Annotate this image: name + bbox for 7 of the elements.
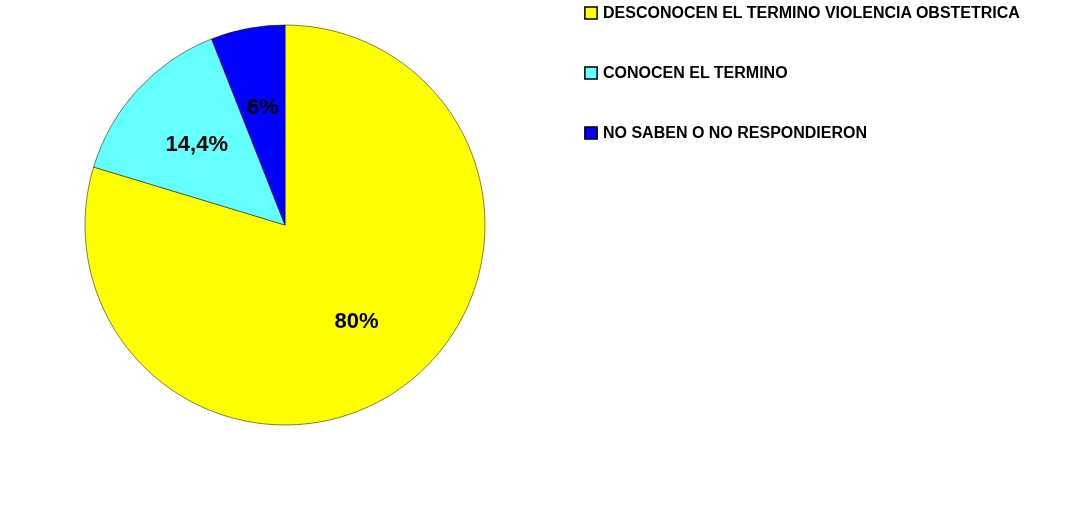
data-label: 6% (246, 94, 279, 120)
data-label: 80% (334, 308, 379, 334)
legend-label: DESCONOCEN EL TERMINO VIOLENCIA OBSTETRICA (603, 4, 1021, 21)
pie-slice (84, 24, 486, 425)
data-label: 14,4% (165, 130, 228, 156)
legend-label: CONOCEN EL TERMINO (603, 64, 788, 81)
legend-label: NO SABEN O NO RESPONDIERON (603, 124, 868, 141)
